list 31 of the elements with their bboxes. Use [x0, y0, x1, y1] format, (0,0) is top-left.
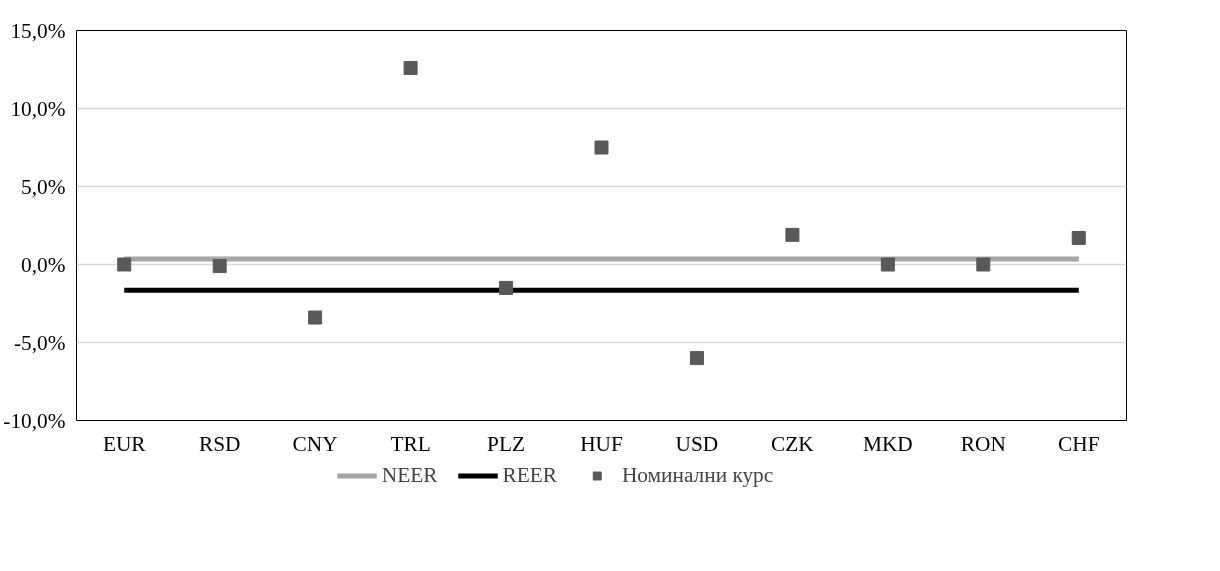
x-tick-label: PLZ [487, 431, 526, 456]
y-tick-label: 5,0% [21, 174, 66, 199]
legend-label: Номинални курс [621, 462, 774, 488]
x-tick-label: CNY [292, 431, 338, 456]
point [1071, 230, 1086, 245]
y-tick-label: 10,0% [10, 96, 66, 121]
legend-label: NEER [381, 462, 438, 488]
y-tick-label: 0,0% [21, 252, 66, 277]
x-tick-label: USD [675, 431, 719, 456]
x-tick-label: CHF [1058, 431, 1100, 456]
x-tick-label: HUF [580, 431, 623, 456]
point [499, 280, 514, 295]
point [880, 257, 895, 272]
y-tick-label: -5,0% [13, 330, 66, 355]
point [117, 257, 132, 272]
x-tick-label: RSD [198, 431, 241, 456]
point [212, 259, 227, 274]
legend-label: REER [502, 462, 557, 488]
x-tick-label: CZK [771, 431, 815, 456]
y-tick-label: -10,0% [3, 408, 66, 433]
x-tick-label: RON [960, 431, 1006, 456]
point [976, 257, 991, 272]
point [594, 140, 609, 155]
y-tick-label: 15,0% [10, 18, 66, 43]
x-tick-label: EUR [102, 431, 147, 456]
x-tick-label: MKD [862, 431, 913, 456]
point [785, 227, 800, 242]
point [308, 310, 323, 325]
x-tick-label: TRL [390, 431, 431, 456]
point [403, 60, 418, 75]
point [689, 351, 704, 366]
